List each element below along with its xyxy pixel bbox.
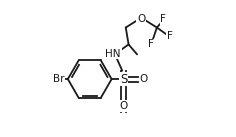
Text: O: O (139, 74, 148, 84)
Text: Br: Br (53, 74, 64, 84)
Text: S: S (120, 73, 127, 86)
Text: O: O (119, 101, 128, 111)
Text: F: F (167, 31, 173, 41)
Text: F: F (148, 39, 153, 49)
Text: HN: HN (105, 49, 121, 59)
Text: F: F (160, 14, 166, 24)
Text: O: O (137, 14, 145, 24)
